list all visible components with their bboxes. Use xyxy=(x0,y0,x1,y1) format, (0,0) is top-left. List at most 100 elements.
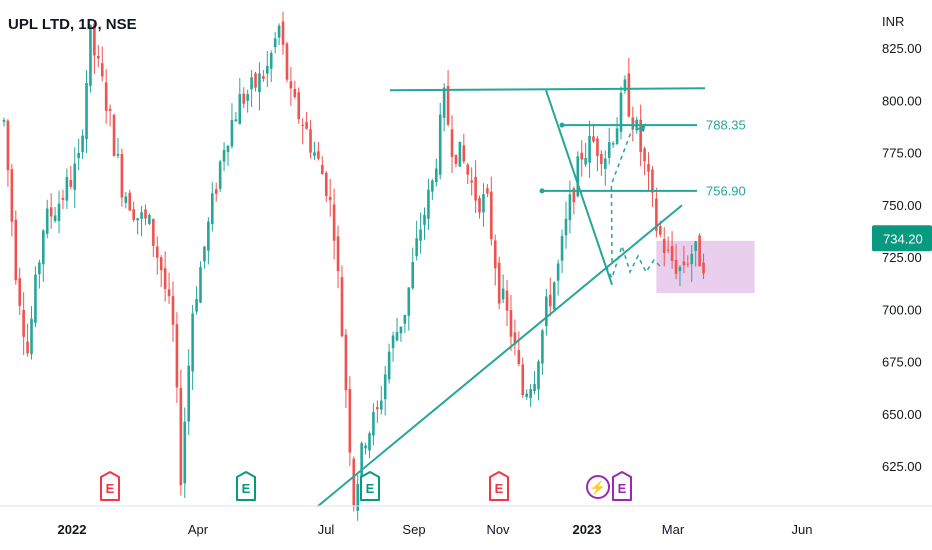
candle-body xyxy=(615,128,619,145)
candle-body xyxy=(651,169,654,193)
candle-body xyxy=(53,215,57,222)
candle-body xyxy=(132,209,135,220)
earnings-marker[interactable] xyxy=(489,471,509,501)
candle-body xyxy=(277,25,281,38)
candle-body xyxy=(136,218,139,221)
candle-body xyxy=(97,55,100,59)
candle-body xyxy=(285,43,289,80)
time-tick-label: Jun xyxy=(792,522,813,537)
candle-body xyxy=(462,145,466,162)
candle-body xyxy=(242,93,246,104)
price-tick-label: 675.00 xyxy=(882,355,922,370)
candle-body xyxy=(207,221,210,251)
projection-path-up[interactable] xyxy=(610,121,636,263)
candle-body xyxy=(140,212,143,219)
candle-body xyxy=(348,388,352,453)
candle-body xyxy=(250,77,253,90)
time-tick-label: Jul xyxy=(318,522,335,537)
candle-body xyxy=(281,21,285,45)
candle-body xyxy=(694,241,697,251)
candle-body xyxy=(545,296,548,327)
candle-body xyxy=(124,196,128,203)
candle-body xyxy=(521,364,525,396)
candle-body xyxy=(403,315,407,324)
event-markers[interactable]: E E E E ⚡ E xyxy=(100,471,632,501)
candle-body xyxy=(128,192,132,211)
projection-path-range[interactable] xyxy=(597,243,661,280)
candle-body xyxy=(18,278,22,306)
candle-body xyxy=(391,335,395,349)
candle-body xyxy=(26,341,29,354)
earnings-marker[interactable] xyxy=(100,471,120,501)
candle-body xyxy=(210,193,214,224)
candle-body xyxy=(22,309,25,337)
time-axis[interactable]: 2022 Apr Jul Sep Nov 2023 Mar Jun xyxy=(0,505,932,537)
earnings-marker[interactable] xyxy=(612,471,632,501)
earnings-marker[interactable] xyxy=(236,471,256,501)
candle-body xyxy=(548,294,552,307)
candle-body xyxy=(89,24,92,86)
candle-body xyxy=(690,253,694,265)
candle-body xyxy=(572,188,576,203)
price-tick-label: 825.00 xyxy=(882,41,922,56)
candle-body xyxy=(81,135,84,153)
candle-body xyxy=(187,365,191,422)
candle-body xyxy=(356,484,359,511)
candle-body xyxy=(93,23,96,56)
earnings-marker-label: E xyxy=(242,481,251,496)
candle-body xyxy=(623,79,627,91)
candle-body xyxy=(454,154,458,164)
trend-drawings[interactable]: 788.35 756.90 xyxy=(317,87,746,507)
candle-body xyxy=(666,249,670,251)
candle-body xyxy=(442,87,446,118)
candle-body xyxy=(529,389,532,399)
candle-body xyxy=(686,263,690,265)
candle-body xyxy=(376,407,379,410)
candle-body xyxy=(600,153,603,165)
candle-body xyxy=(112,114,116,157)
candle-body xyxy=(493,240,497,269)
candle-body xyxy=(482,194,485,213)
resistance-line[interactable] xyxy=(389,87,706,92)
candle-body xyxy=(379,400,383,410)
candle-body xyxy=(438,114,442,175)
candle-body xyxy=(659,226,662,235)
time-tick-label: 2023 xyxy=(573,522,602,537)
candle-body xyxy=(69,180,73,187)
candle-body xyxy=(698,235,701,267)
candle-body xyxy=(560,236,564,261)
candle-body xyxy=(258,73,261,93)
dividend-marker[interactable] xyxy=(586,475,610,499)
candle-body xyxy=(104,82,108,111)
candle-body xyxy=(309,129,312,153)
candle-body xyxy=(222,149,226,162)
candle-body xyxy=(183,421,187,484)
support-trendline[interactable] xyxy=(317,204,683,507)
candle-body xyxy=(313,152,316,156)
candle-body xyxy=(152,218,155,246)
candle-body xyxy=(486,188,489,194)
candle-body xyxy=(603,158,607,169)
candle-body xyxy=(108,108,112,111)
candle-body xyxy=(592,136,595,142)
earnings-marker[interactable] xyxy=(360,471,380,501)
candle-body xyxy=(372,411,375,436)
candle-body xyxy=(411,262,415,289)
price-tick-label: 700.00 xyxy=(882,302,922,317)
candle-body xyxy=(148,214,151,224)
candle-body xyxy=(478,197,481,213)
candle-body xyxy=(580,152,584,160)
current-price-label: 734.20 xyxy=(883,231,923,246)
candle-body xyxy=(234,119,238,122)
arrowhead-icon xyxy=(637,123,646,132)
candle-body xyxy=(336,236,340,272)
candle-body xyxy=(34,274,37,323)
candle-body xyxy=(474,176,477,201)
candle-body xyxy=(191,313,194,372)
candle-body xyxy=(305,122,308,129)
candle-body xyxy=(226,145,230,152)
candle-body xyxy=(682,261,686,266)
level-label: 788.35 xyxy=(706,118,746,133)
price-axis[interactable]: INR 825.00 800.00 775.00 750.00 725.00 700.00 6… xyxy=(872,14,932,474)
